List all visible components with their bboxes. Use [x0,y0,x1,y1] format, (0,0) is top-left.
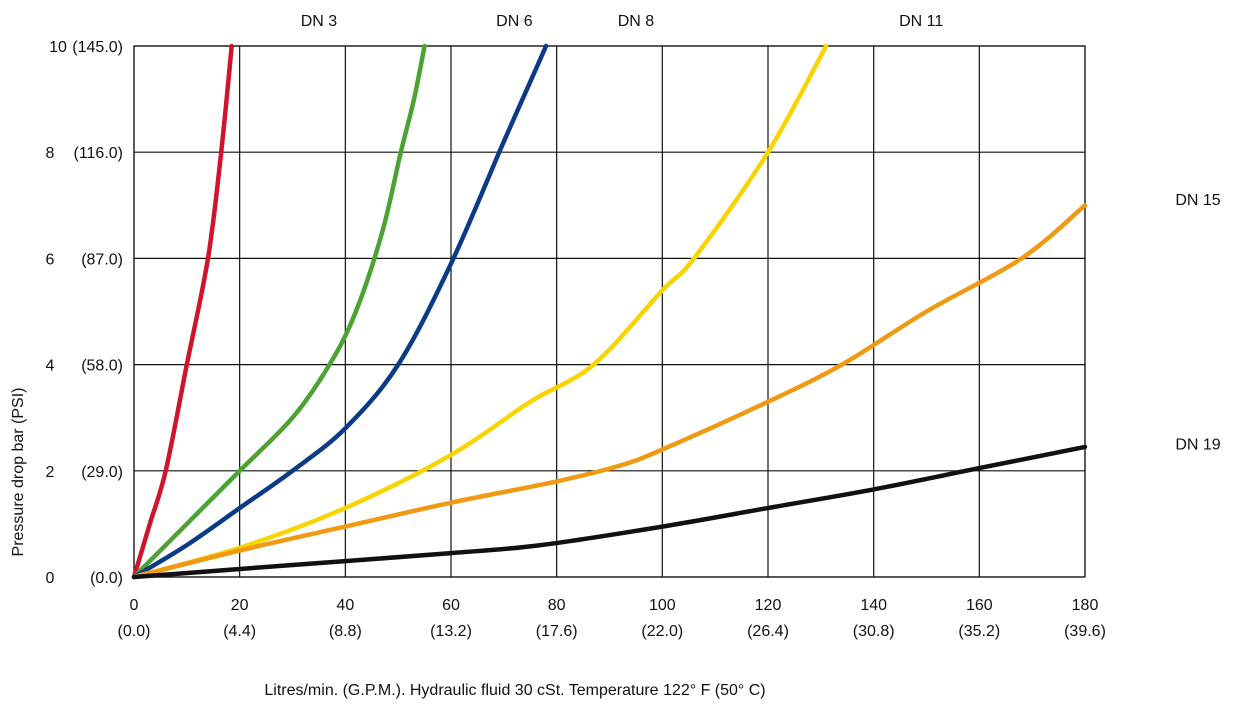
plot-frame [133,45,1086,578]
x-tick-sublabel: (22.0) [641,623,683,640]
y-tick-sublabel: (87.0) [81,251,123,268]
series-label-dn-3: DN 3 [301,13,338,30]
y-tick-sublabel: (58.0) [81,358,123,375]
series-labels: DN 3 DN 6 DN 8 DN 11 DN 15 DN 19 [301,13,1221,453]
y-tick-label: 2 [46,464,55,481]
y-tick-label: 4 [46,358,55,375]
x-tick-label: 100 [649,597,676,614]
y-tick-sublabel: (29.0) [81,464,123,481]
series-line-dn-8 [131,43,549,580]
series-line-dn-11 [131,43,829,580]
y-tick-label: 6 [46,251,55,268]
y-tick-label: 0 [46,570,55,587]
x-tick-label: 120 [755,597,782,614]
grid [133,45,1086,578]
series-line-dn-3 [131,43,234,580]
y-axis-label: Pressure drop bar (PSI) [10,388,27,557]
y-axis-ticks: 0 (0.0) 2 (29.0) 4 (58.0) 6 (87.0) 8 (116.0) 10 (14… [46,39,123,587]
y-tick-label: 8 [46,145,55,162]
series-label-dn-8: DN 8 [618,13,655,30]
x-tick-sublabel: (4.4) [223,623,256,640]
series-label-dn-15: DN 15 [1175,192,1220,209]
series-label-dn-11: DN 11 [899,13,943,30]
series-line-dn-15 [131,203,1088,580]
y-tick-sublabel: (116.0) [73,145,123,162]
x-tick-sublabel: (35.2) [958,623,1000,640]
x-tick-sublabel: (0.0) [118,623,151,640]
x-tick-label: 40 [336,597,354,614]
x-tick-sublabel: (30.8) [853,623,895,640]
x-tick-label: 20 [231,597,249,614]
y-tick-sublabel: (0.0) [90,570,123,587]
x-tick-label: 0 [130,597,139,614]
y-tick-sublabel: (145.0) [72,39,123,56]
x-tick-label: 140 [860,597,887,614]
x-tick-sublabel: (13.2) [430,623,472,640]
y-tick-label: 10 [49,39,67,56]
series-label-dn-19: DN 19 [1175,436,1220,453]
x-tick-sublabel: (26.4) [747,623,789,640]
x-tick-label: 80 [548,597,566,614]
x-axis-label: Litres/min. (G.P.M.). Hydraulic fluid 30… [264,682,765,699]
series-line-dn-19 [131,444,1088,580]
x-tick-label: 160 [966,597,993,614]
x-tick-sublabel: (8.8) [329,623,362,640]
x-tick-label: 180 [1072,597,1099,614]
x-tick-sublabel: (39.6) [1064,623,1106,640]
series-line-dn-6 [131,43,427,580]
series-curves [131,43,1088,580]
x-tick-label: 60 [442,597,460,614]
series-label-dn-6: DN 6 [496,13,533,30]
x-axis-ticks: 0 (0.0) 20 (4.4) 40 (8.8) 60 (13.2) 80 (17.6) 100 (… [118,597,1106,640]
x-tick-sublabel: (17.6) [536,623,578,640]
